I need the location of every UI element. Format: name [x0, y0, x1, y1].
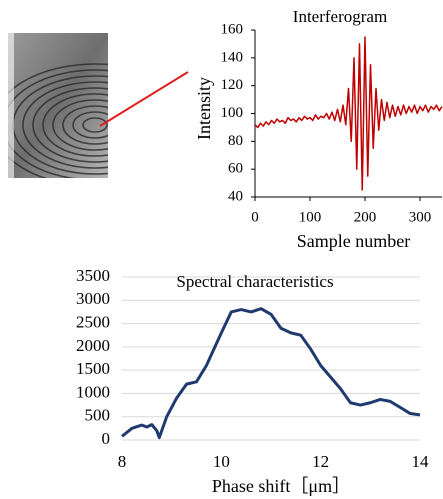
- y-tick-label: 1000: [76, 382, 110, 401]
- arrow: [99, 71, 189, 127]
- y-tick-label: 0: [102, 429, 111, 448]
- x-tick-label: 8: [118, 452, 127, 471]
- y-axis-label: Intensity: [194, 77, 214, 140]
- y-tick-label: 80: [228, 133, 243, 149]
- y-tick-label: 2500: [76, 312, 110, 331]
- y-tick-label: 100: [221, 105, 244, 121]
- y-tick-label: 3500: [76, 266, 110, 285]
- x-tick-label: 200: [354, 209, 377, 225]
- x-tick-label: 12: [312, 452, 329, 471]
- y-tick-label: 1500: [76, 359, 110, 378]
- y-tick-label: 120: [221, 77, 244, 93]
- chart-title: Spectral characteristics: [176, 272, 333, 291]
- y-tick-label: 160: [221, 21, 244, 37]
- data-line: [121, 307, 421, 440]
- y-tick-label: 40: [228, 188, 243, 204]
- y-tick-label: 60: [228, 161, 243, 177]
- data-line: [254, 36, 443, 191]
- x-tick-label: 14: [412, 452, 430, 471]
- fingerprint-image: [8, 33, 108, 178]
- x-axis-label: Phase shift［μm］: [212, 476, 350, 496]
- y-tick-label: 500: [85, 406, 111, 425]
- y-tick-label: 3000: [76, 289, 110, 308]
- y-tick-label: 140: [221, 49, 244, 65]
- y-tick-label: 2000: [76, 336, 110, 355]
- x-tick-label: 10: [213, 452, 230, 471]
- chart-title: Interferogram: [293, 7, 387, 26]
- x-axis-label: Sample number: [297, 231, 410, 251]
- x-tick-label: 100: [299, 209, 322, 225]
- x-tick-label: 300: [409, 209, 432, 225]
- x-tick-label: 0: [251, 209, 259, 225]
